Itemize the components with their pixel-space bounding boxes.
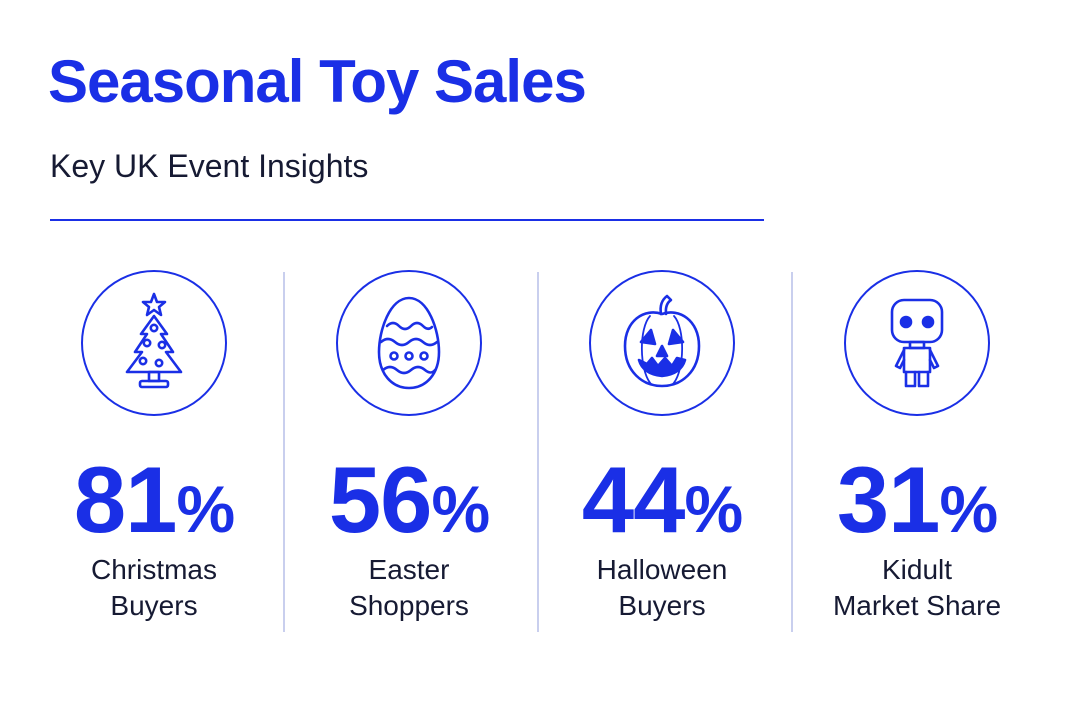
page-title: Seasonal Toy Sales <box>48 48 587 115</box>
easter-egg-icon <box>336 270 482 416</box>
toy-figure-icon <box>844 270 990 416</box>
stat-label: Easter Shoppers <box>349 554 469 621</box>
page-subtitle: Key UK Event Insights <box>50 148 369 184</box>
stat-value: 31% <box>836 447 998 552</box>
column-divider <box>791 272 793 632</box>
stat-value: 44% <box>581 447 743 552</box>
pumpkin-icon <box>589 270 735 416</box>
stat-easter: 56% Easter Shoppers <box>289 270 529 630</box>
stat-kidult: 31% Kidult Market Share <box>797 270 1037 630</box>
stat-value: 81% <box>73 447 235 552</box>
column-divider <box>283 272 285 632</box>
stat-halloween: 44% Halloween Buyers <box>542 270 782 630</box>
column-divider <box>537 272 539 632</box>
header-rule <box>50 219 764 221</box>
christmas-tree-icon <box>81 270 227 416</box>
stat-christmas: 81% Christmas Buyers <box>34 270 274 630</box>
stat-label: Halloween Buyers <box>596 554 728 621</box>
stat-label: Christmas Buyers <box>90 554 217 621</box>
stat-label: Kidult Market Share <box>832 554 1002 621</box>
stat-value: 56% <box>328 447 490 552</box>
